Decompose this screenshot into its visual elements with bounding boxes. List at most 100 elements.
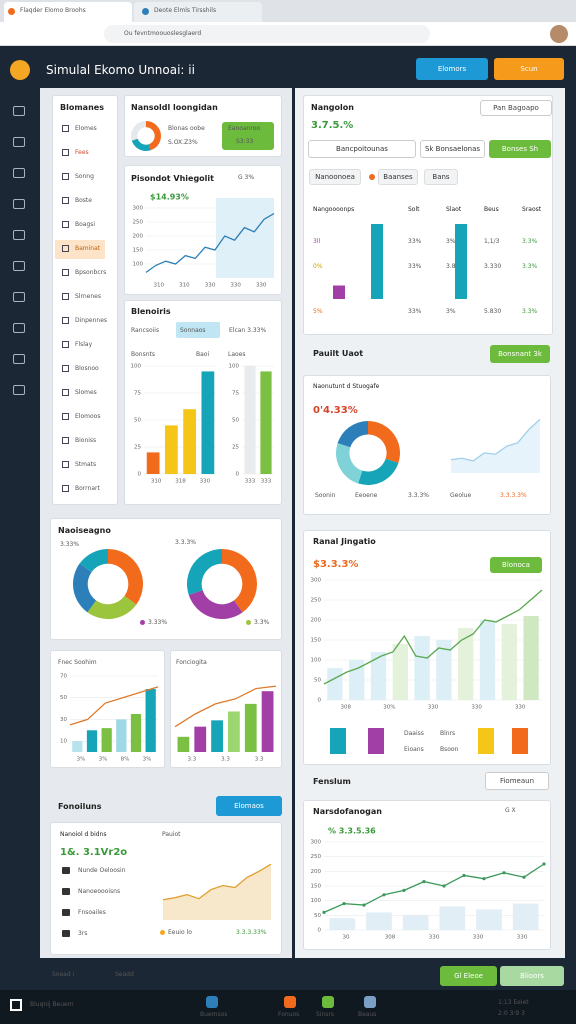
footer-button[interactable]: Gl Eleoe <box>440 966 497 986</box>
row-label: Fnsoailes <box>78 909 106 916</box>
x-tick-label: 3% <box>77 757 86 763</box>
bar <box>183 409 197 474</box>
section-button[interactable]: Elomaos <box>216 796 282 816</box>
bar <box>145 689 156 752</box>
nav-icon <box>62 221 69 228</box>
avatar <box>550 25 568 43</box>
x-tick-label: 310 <box>179 283 190 289</box>
tab-title: Deote Elmls Tirsshils <box>154 7 217 14</box>
nav-icon <box>62 245 69 252</box>
donut-slice <box>131 138 151 151</box>
donut-slice <box>222 549 257 613</box>
x-tick-label: 30 <box>343 935 350 941</box>
app-label: Buemsos <box>200 1011 228 1018</box>
donut-slice <box>368 421 400 463</box>
filter-chip[interactable]: Bans <box>424 169 458 185</box>
section-title: Pauilt Uaot <box>313 349 364 358</box>
line <box>69 686 159 726</box>
y-tick-label: 250 <box>311 854 322 860</box>
nav-item: Borrnart <box>75 485 100 492</box>
bar <box>101 728 112 752</box>
dropdown[interactable]: Fiomeaun <box>485 772 549 790</box>
bar <box>366 912 392 930</box>
app-logo <box>10 60 30 80</box>
nav-icon <box>62 125 69 132</box>
nav-icon <box>62 389 69 396</box>
x-tick-label: 30% <box>383 705 395 711</box>
y-tick-label: 50 <box>232 418 239 424</box>
y-tick-label: 250 <box>133 220 144 226</box>
filter-chip[interactable]: Baanses <box>378 169 418 185</box>
cell: 3.8% <box>446 263 462 270</box>
cell: 3% <box>446 238 456 245</box>
bar <box>476 909 502 930</box>
app-label: Sinsrs <box>316 1011 334 1018</box>
tool[interactable]: Bancpoitounas <box>308 140 416 158</box>
y-tick-label: 100 <box>311 898 322 904</box>
point <box>342 902 346 906</box>
chart <box>336 421 400 485</box>
tab <box>4 2 132 22</box>
panel-title: Narsdofanogan <box>313 807 382 816</box>
tab-chip-label: Sonnaos <box>180 327 206 334</box>
kpi-value: 3.7.5.% <box>311 120 354 131</box>
point <box>382 893 386 897</box>
cell: 33% <box>408 238 422 245</box>
panel-title: Fonciogita <box>176 659 207 666</box>
column-header: Sraost <box>522 206 542 213</box>
chip: 3.3.3% <box>175 539 196 546</box>
bar <box>402 915 429 930</box>
footer-button[interactable]: Blioors <box>500 966 564 986</box>
point <box>482 877 486 881</box>
cell: 33% <box>408 263 422 270</box>
nav-icon <box>62 149 69 156</box>
bar <box>370 652 387 700</box>
sidebar-icon <box>13 230 25 240</box>
row-icon <box>62 867 70 874</box>
bar <box>261 691 274 752</box>
start-icon <box>10 999 22 1011</box>
nav-item: Elomes <box>75 125 97 132</box>
chart: 10 30 50 70 3% 3% 8% 3% <box>60 674 159 763</box>
chip: 3.33% <box>60 541 80 548</box>
x-tick-label: 310 <box>151 479 162 485</box>
chip-dot <box>369 174 375 180</box>
header-button[interactable]: Elomors <box>416 58 488 80</box>
y-tick-label: 300 <box>311 840 322 846</box>
header-button[interactable]: Scun <box>494 58 564 80</box>
y-tick-label: 100 <box>131 364 142 370</box>
taskbar-label: Bluqnij Beuem <box>30 1001 74 1008</box>
bar <box>455 224 467 299</box>
bar <box>458 628 474 700</box>
bar <box>86 730 98 752</box>
panel-button[interactable]: Blonoca <box>490 557 542 573</box>
dropdown[interactable]: Pan Bagoapo <box>480 100 552 116</box>
y-tick-label: 150 <box>311 884 322 890</box>
cell: 3.3% <box>522 238 538 245</box>
sidebar-icon <box>13 261 25 271</box>
section-button[interactable]: Bonsnant 3k <box>490 345 550 363</box>
point <box>502 871 506 875</box>
filter-chip[interactable]: Nanoonoea <box>309 169 361 185</box>
row-label: Nanoeoooisns <box>78 888 121 895</box>
bar <box>523 616 539 700</box>
y-tick-label: 100 <box>229 364 240 370</box>
nav-icon <box>62 365 69 372</box>
x-tick-label: 3.3 <box>255 757 264 763</box>
nav-item: Bpsonbcrs <box>75 269 107 276</box>
chart-label: % 3.3.5.36 <box>328 827 376 836</box>
tool[interactable]: Sk Bonsaelonas <box>420 140 485 158</box>
sidebar-icon <box>13 137 25 147</box>
chart <box>162 863 272 920</box>
bar <box>392 644 408 700</box>
chip: G X <box>505 807 516 814</box>
nav-icon <box>62 485 69 492</box>
column-header: Beus <box>484 206 499 213</box>
section-title: Fonoiluns <box>58 802 102 811</box>
kpi-value: S.OX.Z3% <box>168 139 198 146</box>
panel-title: Ranal Jingatio <box>313 537 376 546</box>
y-tick-label: 70 <box>60 674 67 680</box>
bar <box>501 624 517 700</box>
line <box>162 863 272 901</box>
tool[interactable]: Bonses Sh <box>489 140 551 158</box>
